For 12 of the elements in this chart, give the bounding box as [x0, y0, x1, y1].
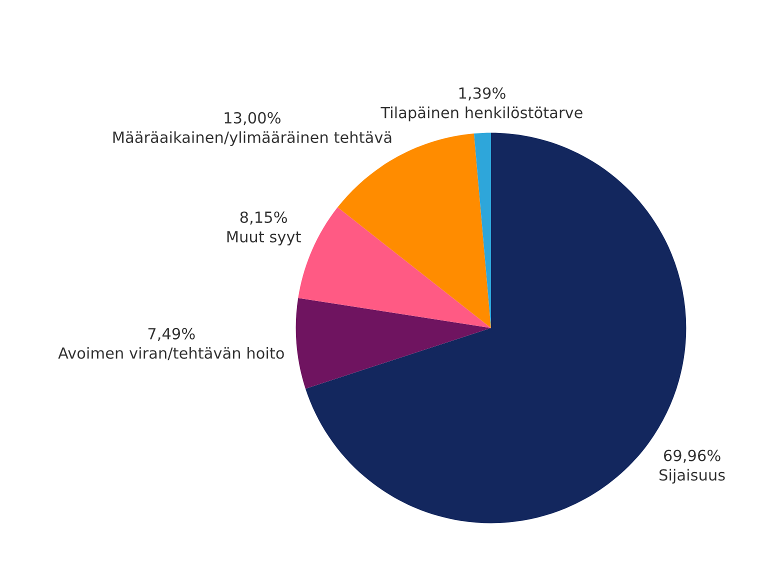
data-label: 8,15% [240, 211, 287, 225]
data-label: 1,39% [459, 87, 506, 100]
slice-label: Avoimen viran/tehtävän hoito [58, 347, 284, 360]
slice-label: Sijaisuus [660, 468, 725, 484]
pie-slice [474, 132, 491, 328]
slice-label: Muut syyt [227, 231, 301, 246]
slice-label: Tilapäinen henkilöstötarve [380, 106, 582, 122]
slice-label: Määräaikainen/ylimääräinen tehtävä [113, 131, 392, 146]
data-label: 69,96% [664, 450, 720, 463]
pie-slice [296, 298, 491, 389]
data-label: 13,00% [224, 112, 280, 126]
data-label: 7,49% [148, 328, 195, 341]
